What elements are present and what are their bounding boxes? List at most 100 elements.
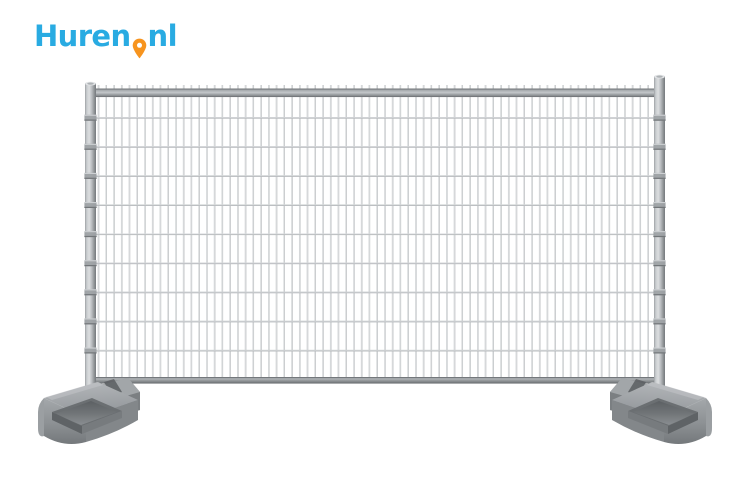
post-clamp-shadow — [84, 206, 97, 208]
fence-post-right — [653, 74, 666, 399]
mesh-vertical-wire — [244, 85, 247, 380]
mesh-vertical-wire — [391, 85, 394, 380]
mesh-horizontal-wire-highlight — [87, 117, 654, 118]
post-clamp-band — [84, 260, 97, 267]
post-clamp-highlight — [84, 114, 97, 116]
mesh-vertical-wire — [384, 85, 386, 380]
mesh-vertical-wire — [345, 85, 347, 380]
post-clamp-band — [653, 347, 666, 354]
mesh-vertical-wire — [97, 85, 100, 380]
mesh-vertical-wire — [631, 85, 634, 380]
right-foot — [610, 378, 712, 444]
mesh-vertical-wire — [275, 85, 278, 380]
post-clamp-band — [653, 289, 666, 296]
mesh-vertical-wire — [438, 85, 440, 380]
post-clamp-highlight — [653, 260, 666, 262]
post-clamp-shadow — [653, 148, 666, 150]
mesh-vertical-wire — [469, 85, 471, 380]
mesh-vertical-wire — [376, 85, 378, 380]
brand-logo-word: Huren — [34, 19, 131, 53]
mesh-vertical-wire — [298, 85, 301, 380]
post-clamp-shadow — [84, 177, 97, 179]
mesh-vertical-wire — [368, 85, 371, 380]
mesh-vertical-wire — [314, 85, 316, 380]
mesh-vertical-wire — [190, 85, 193, 380]
mesh-vertical-wire — [144, 85, 146, 380]
post-clamp-band — [84, 172, 97, 179]
mesh-vertical-wire — [569, 85, 572, 380]
mesh-vertical-wire — [120, 85, 123, 380]
fence-rails — [86, 88, 664, 384]
mesh-vertical-wire — [151, 85, 154, 380]
post-clamp-highlight — [653, 231, 666, 233]
mesh-vertical-wire — [291, 85, 293, 380]
mesh-vertical-wire — [554, 85, 556, 380]
mesh-vertical-wire — [229, 85, 231, 380]
mesh-vertical-wire — [105, 85, 107, 380]
mesh-vertical-wire — [198, 85, 200, 380]
post-clamp-band — [84, 318, 97, 325]
mesh-horizontal-wire-highlight — [87, 262, 654, 264]
mesh-vertical-wire — [593, 85, 595, 380]
mesh-horizontal-wire — [87, 291, 654, 294]
map-pin-icon — [132, 38, 147, 59]
mesh-vertical-wire — [260, 85, 262, 380]
fence-post-left — [84, 81, 97, 399]
post-clamp-highlight — [653, 347, 666, 349]
mesh-horizontal-wire-highlight — [87, 349, 654, 351]
fence-mesh — [87, 85, 654, 380]
mesh-horizontal-wire — [87, 146, 654, 148]
mesh-vertical-wire — [159, 85, 162, 380]
mesh-vertical-wire — [237, 85, 239, 380]
mesh-vertical-wire — [252, 85, 255, 380]
mesh-vertical-wire — [453, 85, 456, 380]
mesh-vertical-wire — [546, 85, 549, 380]
post-clamp-shadow — [653, 323, 666, 325]
post-clamp-shadow — [653, 177, 666, 179]
mesh-horizontal-wire — [87, 320, 654, 323]
post-clamp-band — [653, 202, 666, 208]
post-clamp-highlight — [84, 347, 97, 349]
mesh-vertical-wire — [182, 85, 185, 380]
mesh-vertical-wire — [415, 85, 417, 380]
mesh-horizontal-wire-highlight — [87, 146, 654, 147]
mesh-horizontal-wire-highlight — [87, 175, 654, 176]
brand-logo[interactable]: Huren nl — [34, 19, 178, 59]
mesh-vertical-wire — [515, 85, 518, 380]
mesh-vertical-wire — [461, 85, 464, 380]
mesh-vertical-wire — [523, 85, 525, 380]
mesh-horizontal-wire-highlight — [87, 204, 654, 206]
post-clamp-shadow — [84, 119, 97, 121]
post-clamp-highlight — [84, 318, 97, 320]
post-clamp-shadow — [653, 206, 666, 208]
post-clamp-band — [84, 143, 97, 150]
mesh-vertical-wire — [360, 85, 363, 380]
post-clamp-shadow — [84, 294, 97, 296]
mesh-vertical-wire — [585, 85, 587, 380]
mesh-vertical-wire — [562, 85, 564, 380]
post-clamp-highlight — [84, 231, 97, 233]
mesh-vertical-wire — [399, 85, 402, 380]
mesh-vertical-wire — [213, 85, 216, 380]
mesh-vertical-wire — [206, 85, 208, 380]
mesh-vertical-wire — [507, 85, 510, 380]
mesh-vertical-wire — [136, 85, 138, 380]
post-clamp-band — [653, 318, 666, 325]
post-clamp-highlight — [84, 260, 97, 262]
post-clamp-band — [84, 289, 97, 296]
post-clamp-highlight — [653, 202, 666, 204]
mesh-vertical-wire — [446, 85, 448, 380]
post-clamp-shadow — [84, 148, 97, 150]
post-clamp-shadow — [84, 235, 97, 238]
mesh-vertical-wire — [113, 85, 115, 380]
post-clamp-shadow — [653, 235, 666, 238]
mesh-horizontal-wire — [87, 175, 654, 177]
mesh-vertical-wire — [337, 85, 340, 380]
mesh-vertical-wire — [616, 85, 618, 380]
post-clamp-highlight — [653, 318, 666, 320]
post-clamp-shadow — [84, 352, 97, 354]
post-clamp-shadow — [84, 323, 97, 325]
